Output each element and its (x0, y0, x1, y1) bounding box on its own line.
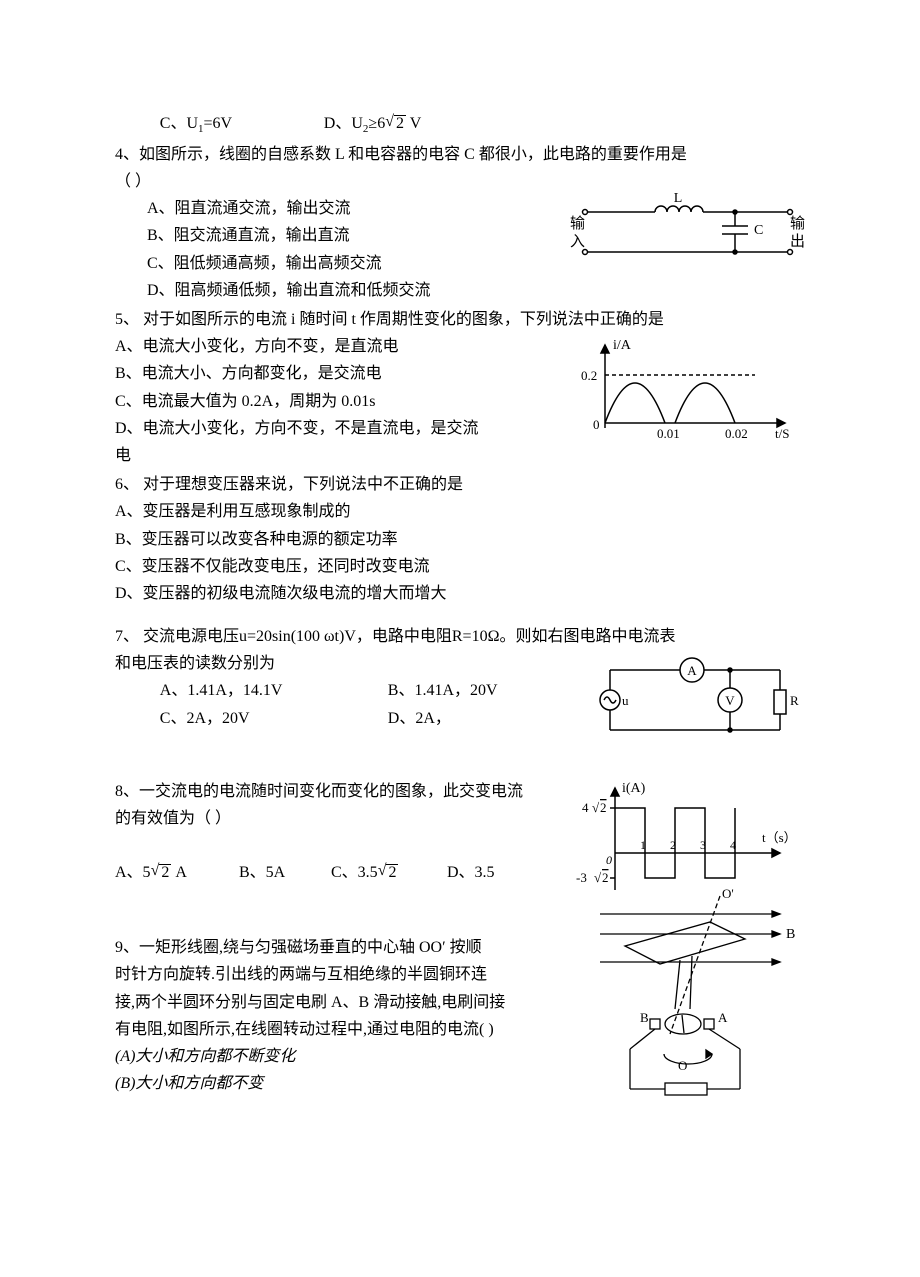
q5-C: C、电流最大值为 0.2A，周期为 0.01s (115, 388, 575, 415)
q8-x3: 3 (700, 838, 706, 852)
q8-A-pre: A、5 (115, 864, 151, 881)
q5-stem: 5、 对于如图所示的电流 i 随时间 t 作周期性变化的图象，下列说法中正确的是 (115, 306, 805, 333)
q9-Alab: A (718, 1010, 728, 1025)
q9-Blab: B (640, 1010, 649, 1025)
q5-figure: i/A 0.2 0 0.01 0.02 t/S (575, 333, 805, 453)
q5-x1: 0.01 (657, 426, 680, 441)
q7-C: C、2A，20V (160, 705, 384, 732)
q8-xlab: t（s） (762, 830, 797, 845)
q8-A-post: A (171, 864, 187, 881)
q5-zero: 0 (593, 417, 600, 432)
q5-xlab: t/S (775, 426, 789, 441)
q9: 9、一矩形线圈,绕与匀强磁场垂直的中心轴 OO′ 按顺 时针方向旋转.引出线的两… (115, 934, 805, 1119)
q7-fig-A: A (687, 663, 697, 678)
q8-ylo-rad: 2 (602, 870, 609, 885)
q6: 6、 对于理想变压器来说，下列说法中不正确的是 A、变压器是利用互感现象制成的 … (115, 471, 805, 607)
q4-fig-C: C (754, 223, 763, 238)
q8-x2: 2 (670, 838, 676, 852)
q5-D2: 电 (115, 442, 575, 469)
q8-D: D、3.5 (447, 864, 495, 881)
q7-A: A、1.41A，14.1V (160, 677, 384, 704)
q8-ylab: i(A) (622, 781, 646, 796)
q4-figure: L C 输 入 输 出 (570, 188, 805, 278)
q7: 7、 交流电源电压u=20sin(100 ωt)V，电路中电阻R=10Ω。则如右… (115, 623, 805, 750)
q4-fig-out1: 输 (790, 215, 805, 232)
q9-l1: 9、一矩形线圈,绕与匀强磁场垂直的中心轴 OO′ 按顺 (115, 934, 570, 961)
q6-B: B、变压器可以改变各种电源的额定功率 (115, 526, 805, 553)
q8-x4: 4 (730, 838, 736, 852)
q3-options: C、U1=6V D、U2≥6√2 V (115, 110, 805, 139)
q7-B: B、1.41A，20V (388, 682, 498, 699)
q3-optC: C、U1=6V (160, 110, 320, 139)
q3-optD-pre: D、U (324, 115, 363, 132)
q7-D: D、2A， (388, 710, 451, 727)
q7-figure: A V u R (590, 650, 805, 750)
q5-D: D、电流大小变化，方向不变，不是直流电，是交流 (115, 415, 575, 442)
q9-figure: O' B B A O (570, 884, 805, 1119)
q9-B: (B)大小和方向都不变 (115, 1070, 570, 1097)
q4: 4、如图所示，线圈的自感系数 L 和电容器的电容 C 都很小，此电路的重要作用是… (115, 141, 805, 304)
q9-O: O (678, 1058, 687, 1073)
q4-C: C、阻低频通高频，输出高频交流 (115, 250, 570, 277)
q8-ylo: -3 (576, 870, 587, 885)
sqrt-sign: √ (385, 108, 394, 135)
q8-C-rad: 2 (386, 864, 398, 881)
q8-B: B、5A (239, 859, 327, 886)
q4-D: D、阻高频通低频，输出直流和低频交流 (115, 277, 570, 304)
q9-A: (A)大小和方向都不断变化 (115, 1043, 570, 1070)
sqrt-icon: √ (151, 857, 160, 884)
q4-stem-b: （ ） (115, 168, 570, 195)
q8-x1: 1 (640, 838, 646, 852)
q5-B: B、电流大小、方向都变化，是交流电 (115, 360, 575, 387)
q8-stem1: 8、一交流电的电流随时间变化而变化的图象，此交变电流 (115, 778, 570, 805)
q8-zero: 0 (606, 853, 612, 867)
q6-C: C、变压器不仅能改变电压，还同时改变电流 (115, 553, 805, 580)
q4-A: A、阻直流通交流，输出交流 (115, 195, 570, 222)
svg-text:√: √ (594, 870, 602, 885)
q5-x2: 0.02 (725, 426, 748, 441)
q4-fig-in1: 输 (570, 215, 585, 232)
q8-yhi-rad: 2 (600, 800, 607, 815)
q8-yhi: 4 (582, 800, 589, 815)
q8-C-pre: C、3.5 (331, 864, 378, 881)
q9-l2: 时针方向旋转.引出线的两端与互相绝缘的半圆铜环连 (115, 961, 570, 988)
q9-l4: 有电阻,如图所示,在线圈转动过程中,通过电阻的电流( ) (115, 1016, 570, 1043)
q4-stem-a: 4、如图所示，线圈的自感系数 L 和电容器的电容 C 都很小，此电路的重要作用是 (115, 141, 805, 168)
q8-stem2: 的有效值为（ ） (115, 805, 570, 832)
q8-options: A、5√2 A B、5A C、3.5√2 D、3.5 (115, 859, 570, 886)
q5-A: A、电流大小变化，方向不变，是直流电 (115, 333, 575, 360)
q5-ylab: i/A (613, 338, 632, 353)
q7-stem1: 7、 交流电源电压u=20sin(100 ωt)V，电路中电阻R=10Ω。则如右… (115, 623, 805, 650)
q4-fig-in2: 入 (570, 234, 585, 250)
q6-stem: 6、 对于理想变压器来说，下列说法中不正确的是 (115, 471, 805, 498)
q4-fig-out2: 出 (790, 233, 805, 250)
q7-fig-u: u (622, 693, 629, 708)
q7-stem2: 和电压表的读数分别为 (115, 650, 590, 677)
q3-optC-pre: C、U (160, 115, 198, 132)
q7-fig-R: R (790, 693, 799, 708)
q3-optC-post: =6V (204, 115, 233, 132)
q3-optD-unit: V (406, 115, 421, 132)
q8-A-rad: 2 (159, 864, 171, 881)
q3-optD-rad: 2 (394, 115, 406, 132)
q6-D: D、变压器的初级电流随次级电流的增大而增大 (115, 580, 805, 607)
q3-optD: D、U2≥6√2 V (324, 110, 421, 139)
sqrt-icon2: √ (378, 857, 387, 884)
q3-optD-mid: ≥6 (368, 115, 385, 132)
q4-fig-L: L (674, 191, 683, 206)
q4-B: B、阻交流通直流，输出直流 (115, 222, 570, 249)
svg-text:√: √ (592, 800, 600, 815)
q5: 5、 对于如图所示的电流 i 随时间 t 作周期性变化的图象，下列说法中正确的是… (115, 306, 805, 469)
q9-l3: 接,两个半圆环分别与固定电刷 A、B 滑动接触,电刷间接 (115, 989, 570, 1016)
q7-fig-V: V (725, 693, 735, 708)
q9-Op: O' (722, 886, 734, 901)
q6-A: A、变压器是利用互感现象制成的 (115, 498, 805, 525)
q9-Bfield: B (786, 927, 795, 942)
q5-ymax: 0.2 (581, 368, 597, 383)
